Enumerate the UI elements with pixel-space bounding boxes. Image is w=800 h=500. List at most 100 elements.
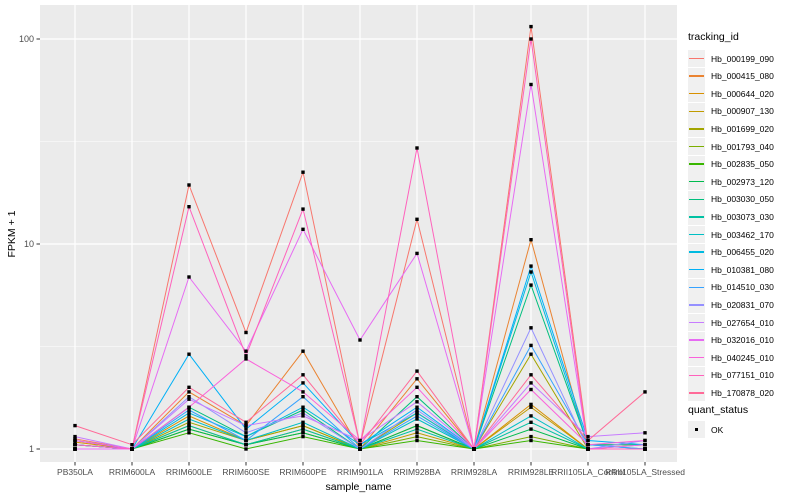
data-point: [244, 438, 248, 443]
legend-item-label: Hb_020831_070: [711, 299, 774, 310]
x-tick-label: RRIM928LE: [507, 467, 555, 477]
data-point: [415, 411, 419, 415]
data-point: [187, 397, 191, 401]
legend-item: Hb_002835_050: [688, 155, 774, 173]
legend-key: [688, 226, 705, 243]
legend-item-label: Hb_002973_120: [711, 176, 774, 187]
data-point: [301, 227, 305, 231]
x-axis-label: sample_name: [325, 481, 392, 493]
data-point: [415, 414, 419, 418]
data-point: [529, 343, 533, 348]
legend-key-line-icon: [689, 251, 704, 253]
data-point: [586, 443, 590, 447]
legend-key: [688, 85, 705, 103]
legend-item-label: Hb_002835_050: [711, 159, 774, 170]
data-point: [301, 427, 305, 431]
legend-item-label: Hb_000907_130: [711, 106, 774, 117]
legend-key-line-icon: [689, 145, 704, 148]
data-point: [301, 423, 305, 428]
data-point: [415, 251, 419, 256]
y-tick-label: 1: [28, 443, 34, 454]
legend: tracking_id Hb_000199_090 Hb_000415_080 Hb…: [688, 0, 800, 500]
data-point: [187, 414, 191, 418]
data-point: [415, 431, 419, 435]
data-point: [187, 411, 191, 415]
data-point: [301, 434, 305, 439]
data-point: [301, 408, 305, 412]
data-point: [643, 447, 647, 451]
data-point: [73, 443, 77, 447]
data-point: [73, 438, 77, 443]
x-tick-label: RRIM928BA: [393, 467, 441, 477]
data-point: [244, 423, 248, 428]
legend-title-tracking-id: tracking_id: [688, 31, 739, 43]
data-point: [529, 381, 533, 385]
data-point: [358, 443, 362, 447]
legend-item: Hb_000199_090: [688, 50, 774, 67]
legend-item: Hb_032016_010: [688, 331, 774, 349]
legend-item-label: Hb_001699_020: [711, 123, 774, 134]
data-point: [73, 434, 77, 439]
legend-key-line-icon: [689, 321, 704, 324]
data-point: [415, 427, 419, 431]
data-point: [529, 82, 533, 87]
legend-item-label: Hb_027654_010: [711, 317, 774, 328]
data-point: [187, 417, 191, 421]
legend-key: [688, 421, 705, 438]
legend-key-line-icon: [689, 339, 704, 341]
data-point: [643, 438, 647, 443]
data-point: [301, 431, 305, 435]
data-point: [643, 431, 647, 435]
data-point: [358, 438, 362, 443]
legend-item: Hb_020831_070: [688, 296, 774, 314]
data-point: [415, 146, 419, 150]
legend-key: [688, 120, 705, 138]
legend-key: [688, 296, 705, 314]
data-point: [187, 423, 191, 428]
legend-item-label: OK: [711, 424, 724, 435]
data-point: [187, 427, 191, 431]
data-point: [244, 443, 248, 447]
x-tick-label: RRIM928LA: [450, 467, 498, 477]
legend-item-label: Hb_000644_020: [711, 88, 774, 99]
data-point: [643, 443, 647, 447]
legend-key-line-icon: [689, 128, 704, 130]
data-point: [301, 170, 305, 174]
legend-item-label: Hb_000415_080: [711, 71, 774, 82]
y-axis-label: FPKM + 1: [6, 210, 18, 258]
data-point: [244, 434, 248, 439]
data-point: [415, 395, 419, 399]
data-point: [73, 447, 77, 451]
legend-key: [688, 67, 705, 85]
data-point: [529, 434, 533, 439]
legend-item-label: Hb_032016_010: [711, 335, 774, 346]
legend-key: [688, 314, 705, 331]
legend-key: [688, 261, 705, 279]
data-point: [244, 357, 248, 361]
legend-item: Hb_003073_030: [688, 208, 774, 226]
data-point: [187, 405, 191, 409]
legend-key: [688, 243, 705, 261]
legend-item-label: Hb_003030_050: [711, 194, 774, 205]
legend-key-line-icon: [689, 216, 704, 218]
legend-item-label: Hb_000199_090: [711, 53, 774, 64]
data-point: [301, 390, 305, 394]
data-point: [586, 447, 590, 451]
legend-item: Hb_002973_120: [688, 173, 774, 191]
legend-item: Hb_000415_080: [688, 67, 774, 85]
legend-item-label: Hb_003073_030: [711, 211, 774, 222]
legend-key: [688, 208, 705, 226]
data-point: [130, 447, 134, 451]
data-point: [643, 390, 647, 394]
y-tick-label: 100: [18, 33, 34, 44]
data-point: [244, 330, 248, 335]
legend-key-line-icon: [689, 356, 704, 359]
legend-item-label: Hb_014510_030: [711, 282, 774, 293]
legend-item: Hb_000644_020: [688, 85, 774, 103]
data-point: [529, 326, 533, 330]
legend-item: Hb_077151_010: [688, 366, 774, 384]
legend-key-line-icon: [689, 92, 704, 95]
legend-key-line-icon: [689, 163, 704, 165]
legend-item: Hb_040245_010: [688, 349, 774, 367]
